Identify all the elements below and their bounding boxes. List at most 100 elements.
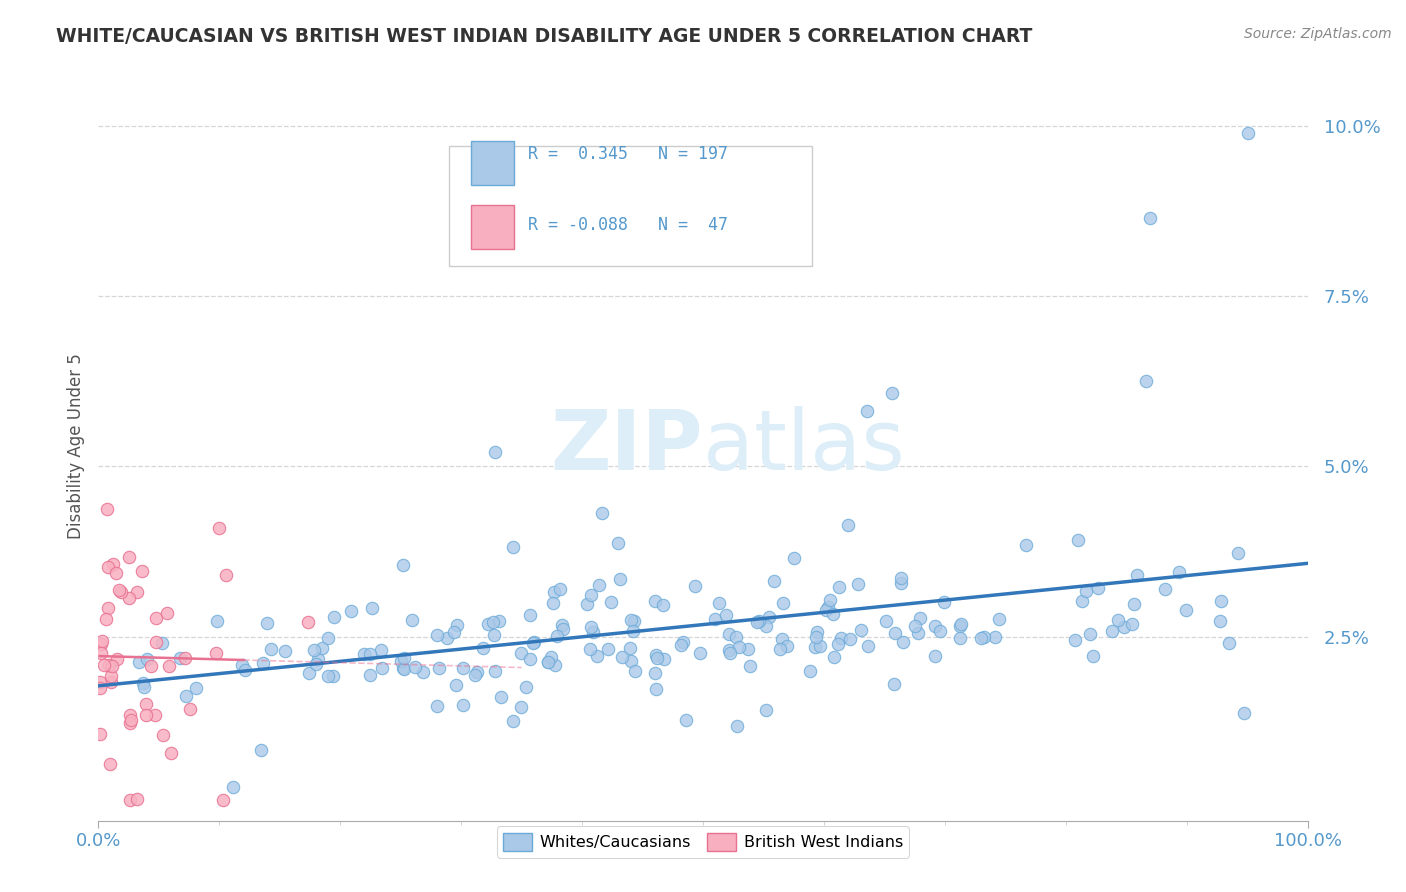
Point (579, 641, 602, 656)
Point (1154, 582, 1177, 596)
Point (1076, 584, 1098, 599)
Point (96, 502, 118, 516)
Point (647, 651, 669, 665)
Point (1126, 567, 1149, 582)
Point (1168, 565, 1191, 579)
Point (426, 628, 449, 642)
Point (222, 780, 245, 794)
Point (212, 793, 235, 807)
Point (145, 611, 167, 625)
Point (451, 661, 474, 675)
Point (839, 632, 862, 647)
Point (484, 444, 506, 458)
Point (519, 607, 541, 622)
Point (453, 698, 475, 712)
Point (519, 651, 541, 665)
Point (139, 658, 162, 673)
Point (645, 682, 668, 697)
Point (316, 669, 339, 683)
Point (89, 675, 111, 690)
Point (815, 603, 838, 617)
Point (392, 650, 415, 665)
Point (145, 708, 167, 723)
Point (644, 665, 666, 680)
Point (683, 579, 706, 593)
Point (110, 585, 132, 599)
Point (96, 560, 118, 574)
Text: ZIP: ZIP (551, 406, 703, 486)
Point (883, 676, 905, 690)
Point (755, 619, 778, 633)
Point (537, 655, 560, 669)
Point (619, 640, 641, 655)
Point (118, 550, 141, 565)
Point (305, 657, 328, 672)
Point (157, 659, 180, 673)
Point (973, 631, 995, 645)
Point (307, 652, 329, 666)
Point (582, 624, 605, 639)
Point (762, 574, 785, 589)
Point (353, 647, 375, 661)
Point (515, 680, 537, 694)
Point (610, 649, 633, 664)
Point (543, 585, 565, 599)
Point (1209, 614, 1232, 628)
Point (1071, 593, 1094, 607)
Point (160, 746, 183, 760)
Point (1232, 706, 1254, 720)
Point (1101, 624, 1123, 639)
Point (544, 657, 567, 672)
Point (1064, 633, 1087, 648)
Point (1015, 538, 1038, 552)
Point (644, 648, 666, 662)
Point (875, 614, 897, 628)
Point (105, 652, 128, 666)
Point (97, 601, 120, 615)
Point (988, 612, 1011, 626)
Point (98, 756, 121, 771)
Point (118, 708, 141, 723)
Point (394, 662, 416, 676)
Point (1175, 602, 1198, 616)
Point (298, 665, 321, 680)
Point (412, 665, 434, 679)
Point (1081, 649, 1104, 664)
Point (540, 650, 562, 665)
Point (231, 657, 253, 672)
Point (361, 600, 384, 615)
Point (491, 690, 513, 705)
Point (621, 624, 644, 639)
Point (311, 641, 333, 656)
Point (855, 404, 877, 418)
Point (128, 655, 150, 669)
Point (477, 616, 499, 631)
Point (579, 620, 602, 634)
Point (718, 646, 741, 660)
Point (758, 609, 780, 624)
Point (799, 665, 821, 679)
Point (725, 719, 748, 733)
Point (949, 619, 972, 633)
Point (652, 652, 675, 666)
Point (893, 634, 915, 648)
Point (502, 540, 524, 554)
Point (770, 632, 793, 647)
Point (652, 599, 675, 613)
Point (827, 580, 849, 594)
Point (718, 626, 741, 640)
Point (1123, 598, 1146, 612)
Point (728, 640, 751, 654)
Point (553, 622, 575, 636)
Point (949, 631, 972, 645)
Point (93, 658, 115, 673)
Point (173, 650, 195, 665)
Point (984, 630, 1007, 644)
Point (551, 617, 574, 632)
Point (675, 713, 697, 727)
Point (1209, 593, 1232, 607)
Point (808, 639, 831, 653)
Point (599, 595, 621, 609)
Point (446, 617, 468, 632)
Y-axis label: Disability Age Under 5: Disability Age Under 5 (66, 353, 84, 539)
